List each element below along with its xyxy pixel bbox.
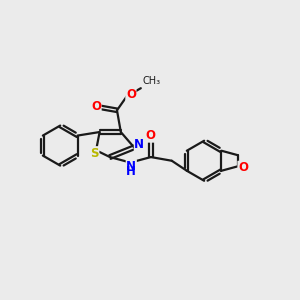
- Text: O: O: [91, 100, 101, 113]
- Text: N: N: [134, 139, 144, 152]
- Text: S: S: [90, 147, 99, 160]
- Text: O: O: [238, 161, 248, 174]
- Text: H: H: [126, 166, 136, 178]
- Text: O: O: [126, 88, 136, 101]
- Text: O: O: [145, 129, 155, 142]
- Text: N: N: [126, 160, 136, 172]
- Text: CH₃: CH₃: [142, 76, 160, 86]
